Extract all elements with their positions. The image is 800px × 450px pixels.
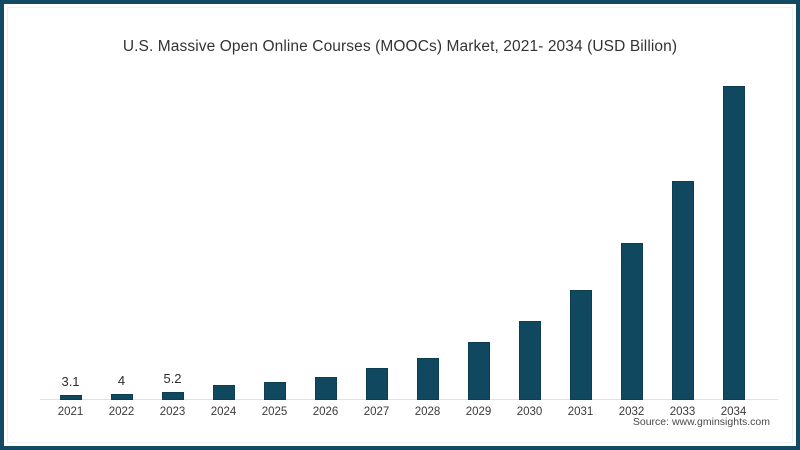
bar-slot	[453, 76, 504, 400]
tick-label-2022: 2022	[108, 406, 135, 418]
bar-2022[interactable]	[110, 393, 133, 400]
bar-slot	[555, 76, 606, 400]
tick-label-2030: 2030	[516, 406, 543, 418]
bar-value-label-2022: 4	[117, 372, 126, 388]
tick-label-2028: 2028	[414, 406, 441, 418]
bar-slot	[606, 76, 657, 400]
bar-slot	[504, 76, 555, 400]
bar-slot: 5.2	[147, 76, 198, 400]
chart-title: U.S. Massive Open Online Courses (MOOCs)…	[122, 38, 678, 55]
tick-label-2027: 2027	[363, 406, 390, 418]
tick-label-2025: 2025	[261, 406, 288, 418]
bar-value-label-2023: 5.2	[163, 370, 182, 386]
tick-label-2032: 2032	[618, 406, 645, 418]
bar-2032[interactable]	[620, 242, 643, 400]
bar-slot	[657, 76, 708, 400]
tick-label-2031: 2031	[567, 406, 594, 418]
bar-slot	[249, 76, 300, 400]
chart-frame: U.S. Massive Open Online Courses (MOOCs)…	[7, 7, 793, 443]
bar-2027[interactable]	[365, 367, 388, 400]
bar-2033[interactable]	[671, 181, 694, 400]
bar-slot: 4	[96, 76, 147, 400]
bar-2026[interactable]	[314, 377, 337, 400]
bar-2021[interactable]	[59, 394, 82, 400]
bar-slot	[198, 76, 249, 400]
bar-2031[interactable]	[569, 289, 592, 400]
tick-label-2029: 2029	[465, 406, 492, 418]
bar-2025[interactable]	[263, 382, 286, 400]
tick-label-2023: 2023	[159, 406, 186, 418]
bar-2028[interactable]	[416, 357, 439, 400]
bar-2023[interactable]	[161, 391, 184, 400]
bar-2030[interactable]	[518, 320, 541, 400]
bar-value-label-2021: 3.1	[61, 373, 80, 389]
tick-label-2033: 2033	[669, 406, 696, 418]
bar-slot	[402, 76, 453, 400]
tick-label-2026: 2026	[312, 406, 339, 418]
bar-slot	[351, 76, 402, 400]
tick-label-2024: 2024	[210, 406, 237, 418]
bar-2034[interactable]	[722, 85, 745, 400]
plot-area: 3.1 4 5.2	[40, 76, 778, 400]
x-axis-line	[40, 399, 778, 400]
bar-slot	[708, 76, 759, 400]
bar-slot	[300, 76, 351, 400]
bar-2024[interactable]	[212, 385, 235, 400]
source-attribution: Source: www.gminsights.com	[632, 416, 770, 428]
bar-slot: 3.1	[45, 76, 96, 400]
bar-2029[interactable]	[467, 341, 490, 400]
tick-label-2034: 2034	[720, 406, 747, 418]
tick-label-2021: 2021	[57, 406, 84, 418]
